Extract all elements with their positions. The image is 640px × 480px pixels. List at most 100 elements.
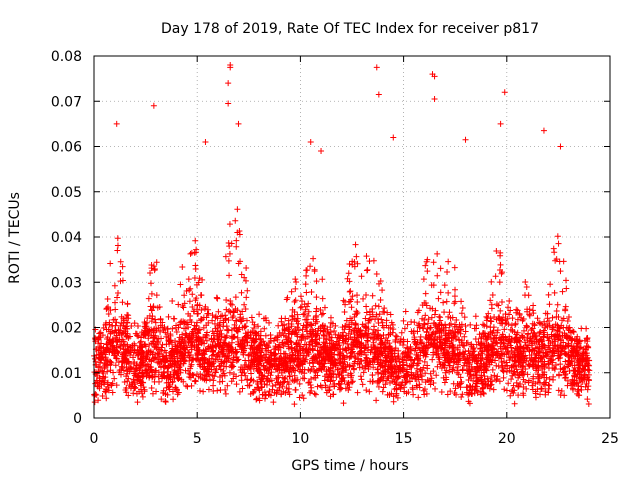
data-point: [294, 324, 301, 331]
data-point: [140, 384, 147, 391]
data-point: [147, 348, 154, 355]
data-point: [430, 340, 437, 347]
data-point: [310, 255, 317, 262]
data-point: [225, 80, 232, 87]
data-point: [386, 391, 393, 398]
data-point: [106, 319, 113, 326]
data-point: [234, 334, 241, 341]
data-point: [126, 382, 133, 389]
data-point: [516, 311, 523, 318]
data-point: [200, 314, 207, 321]
data-point: [246, 382, 253, 389]
data-point: [292, 297, 299, 304]
data-point: [522, 278, 529, 285]
data-point: [394, 394, 401, 401]
data-point: [405, 389, 412, 396]
data-point: [171, 347, 178, 354]
data-point: [451, 332, 458, 339]
data-point: [427, 324, 434, 331]
data-point: [419, 347, 426, 354]
data-point: [206, 355, 213, 362]
data-point: [452, 298, 459, 305]
data-point: [195, 327, 202, 334]
data-point: [153, 341, 160, 348]
data-point: [197, 317, 204, 324]
data-point: [380, 384, 387, 391]
data-point: [308, 288, 315, 295]
data-point: [356, 364, 363, 371]
data-point: [557, 351, 564, 358]
data-point: [267, 372, 274, 379]
data-point: [585, 367, 592, 374]
data-point: [379, 287, 386, 294]
data-point: [552, 257, 559, 264]
data-point: [269, 362, 276, 369]
data-point: [226, 352, 233, 359]
data-point: [95, 354, 102, 361]
data-point: [544, 351, 551, 358]
data-point: [233, 325, 240, 332]
data-point: [513, 309, 520, 316]
data-point: [414, 355, 421, 362]
data-point: [264, 366, 271, 373]
data-point: [532, 333, 539, 340]
data-point: [546, 376, 553, 383]
data-point: [96, 364, 103, 371]
data-point: [255, 352, 262, 359]
data-point: [200, 388, 207, 395]
data-point: [387, 325, 394, 332]
data-point: [163, 352, 170, 359]
data-point: [346, 384, 353, 391]
data-point: [428, 282, 435, 289]
data-point: [195, 279, 202, 286]
data-point: [218, 333, 225, 340]
data-point: [526, 312, 533, 319]
data-point: [353, 308, 360, 315]
data-point: [366, 317, 373, 324]
data-point: [513, 366, 520, 373]
data-point: [361, 330, 368, 337]
data-point: [570, 346, 577, 353]
data-point: [176, 349, 183, 356]
data-point: [449, 342, 456, 349]
data-point: [362, 362, 369, 369]
data-point: [201, 365, 208, 372]
data-point: [212, 369, 219, 376]
data-point: [197, 374, 204, 381]
data-point: [531, 321, 538, 328]
data-point: [287, 358, 294, 365]
data-point: [130, 354, 137, 361]
data-point: [485, 310, 492, 317]
data-point: [481, 322, 488, 329]
data-point: [538, 354, 545, 361]
data-point: [520, 369, 527, 376]
data-point: [421, 386, 428, 393]
data-point: [392, 337, 399, 344]
data-point: [153, 292, 160, 299]
data-point: [205, 386, 212, 393]
data-point: [571, 355, 578, 362]
data-point: [483, 313, 490, 320]
data-point: [496, 352, 503, 359]
data-point: [484, 375, 491, 382]
data-point: [225, 257, 232, 264]
data-point: [390, 393, 397, 400]
data-point: [280, 367, 287, 374]
data-point: [106, 337, 113, 344]
data-point: [189, 342, 196, 349]
data-point: [546, 335, 553, 342]
y-tick-labels: 0 0.01 0.02 0.03 0.04 0.05 0.06 0.07 0.08: [51, 49, 82, 427]
data-point: [480, 390, 487, 397]
data-point: [442, 369, 449, 376]
data-point: [503, 359, 510, 366]
data-point: [454, 367, 461, 374]
data-point: [525, 361, 532, 368]
data-point: [109, 328, 116, 335]
data-point: [237, 314, 244, 321]
data-point: [119, 299, 126, 306]
data-point: [508, 344, 515, 351]
data-point: [248, 314, 255, 321]
data-point: [425, 332, 432, 339]
data-point: [346, 288, 353, 295]
data-point: [298, 303, 305, 310]
